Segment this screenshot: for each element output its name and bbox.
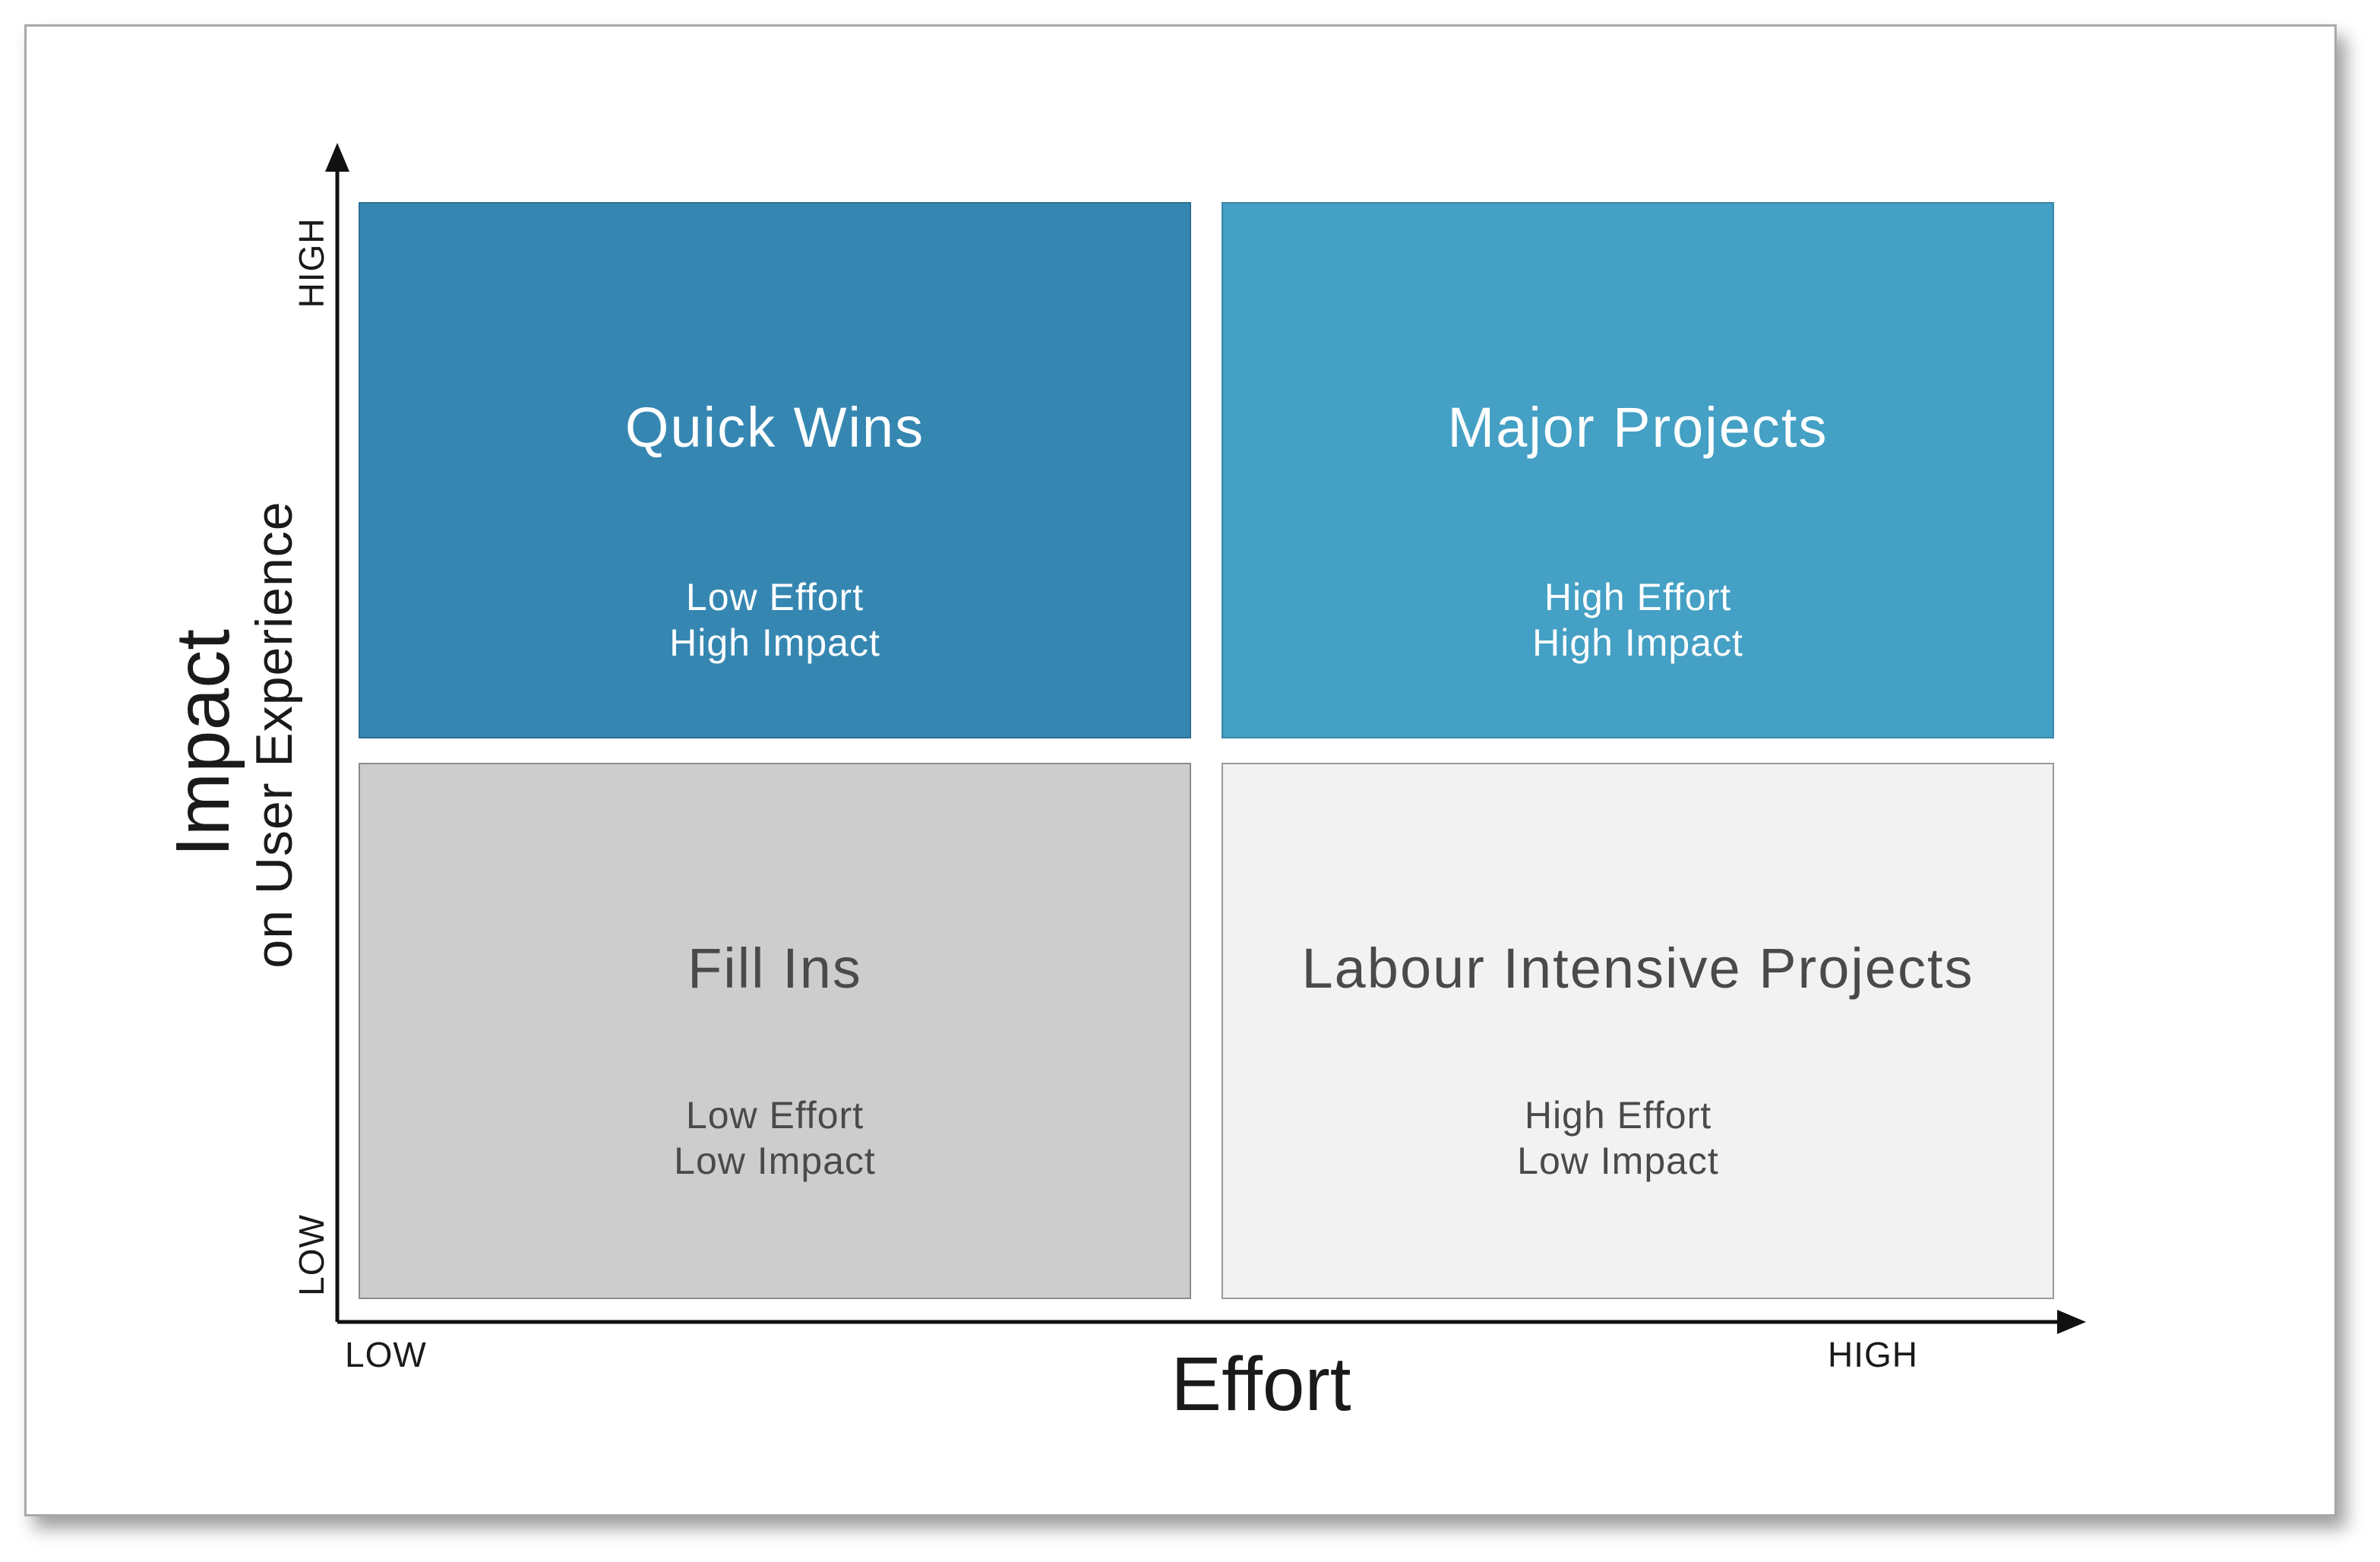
quadrant-quick-wins: Quick Wins Low Effort High Impact [359,202,1191,738]
x-axis-low-label: LOW [345,1335,427,1374]
y-axis-arrow-icon [325,143,349,172]
quadrant-description: Low Effort High Impact [360,574,1190,666]
x-axis-high-label: HIGH [1828,1335,1918,1374]
quadrant-impact-label: Low Impact [1517,1140,1719,1182]
quadrant-effort-label: High Effort [1524,1094,1712,1137]
x-axis-title: Effort [1171,1342,1351,1427]
y-axis-title: Impact [160,628,245,858]
quadrant-effort-label: Low Effort [685,576,864,618]
y-axis-high-label: HIGH [292,217,331,308]
quadrant-labour-intensive-projects: Labour Intensive Projects High Effort Lo… [1222,763,2054,1299]
quadrant-impact-label: High Impact [1532,621,1743,664]
quadrant-description: Low Effort Low Impact [360,1092,1190,1184]
quadrant-title: Fill Ins [687,937,862,1000]
x-axis-arrow-icon [2057,1310,2086,1334]
quadrant-description: High Effort Low Impact [1203,1092,2033,1184]
y-axis-subtitle: on User Experience [245,501,303,969]
quadrant-impact-label: High Impact [669,621,880,664]
quadrant-title: Quick Wins [624,396,925,459]
quadrant-impact-label: Low Impact [674,1140,876,1182]
quadrant-title: Labour Intensive Projects [1301,937,1974,1000]
quadrant-major-projects: Major Projects High Effort High Impact [1222,202,2054,738]
quadrant-fill-ins: Fill Ins Low Effort Low Impact [359,763,1191,1299]
quadrant-description: High Effort High Impact [1223,574,2053,666]
y-axis-low-label: LOW [292,1214,331,1296]
quadrant-effort-label: Low Effort [685,1094,864,1137]
quadrant-effort-label: High Effort [1544,576,1732,618]
quadrant-title: Major Projects [1447,396,1828,459]
